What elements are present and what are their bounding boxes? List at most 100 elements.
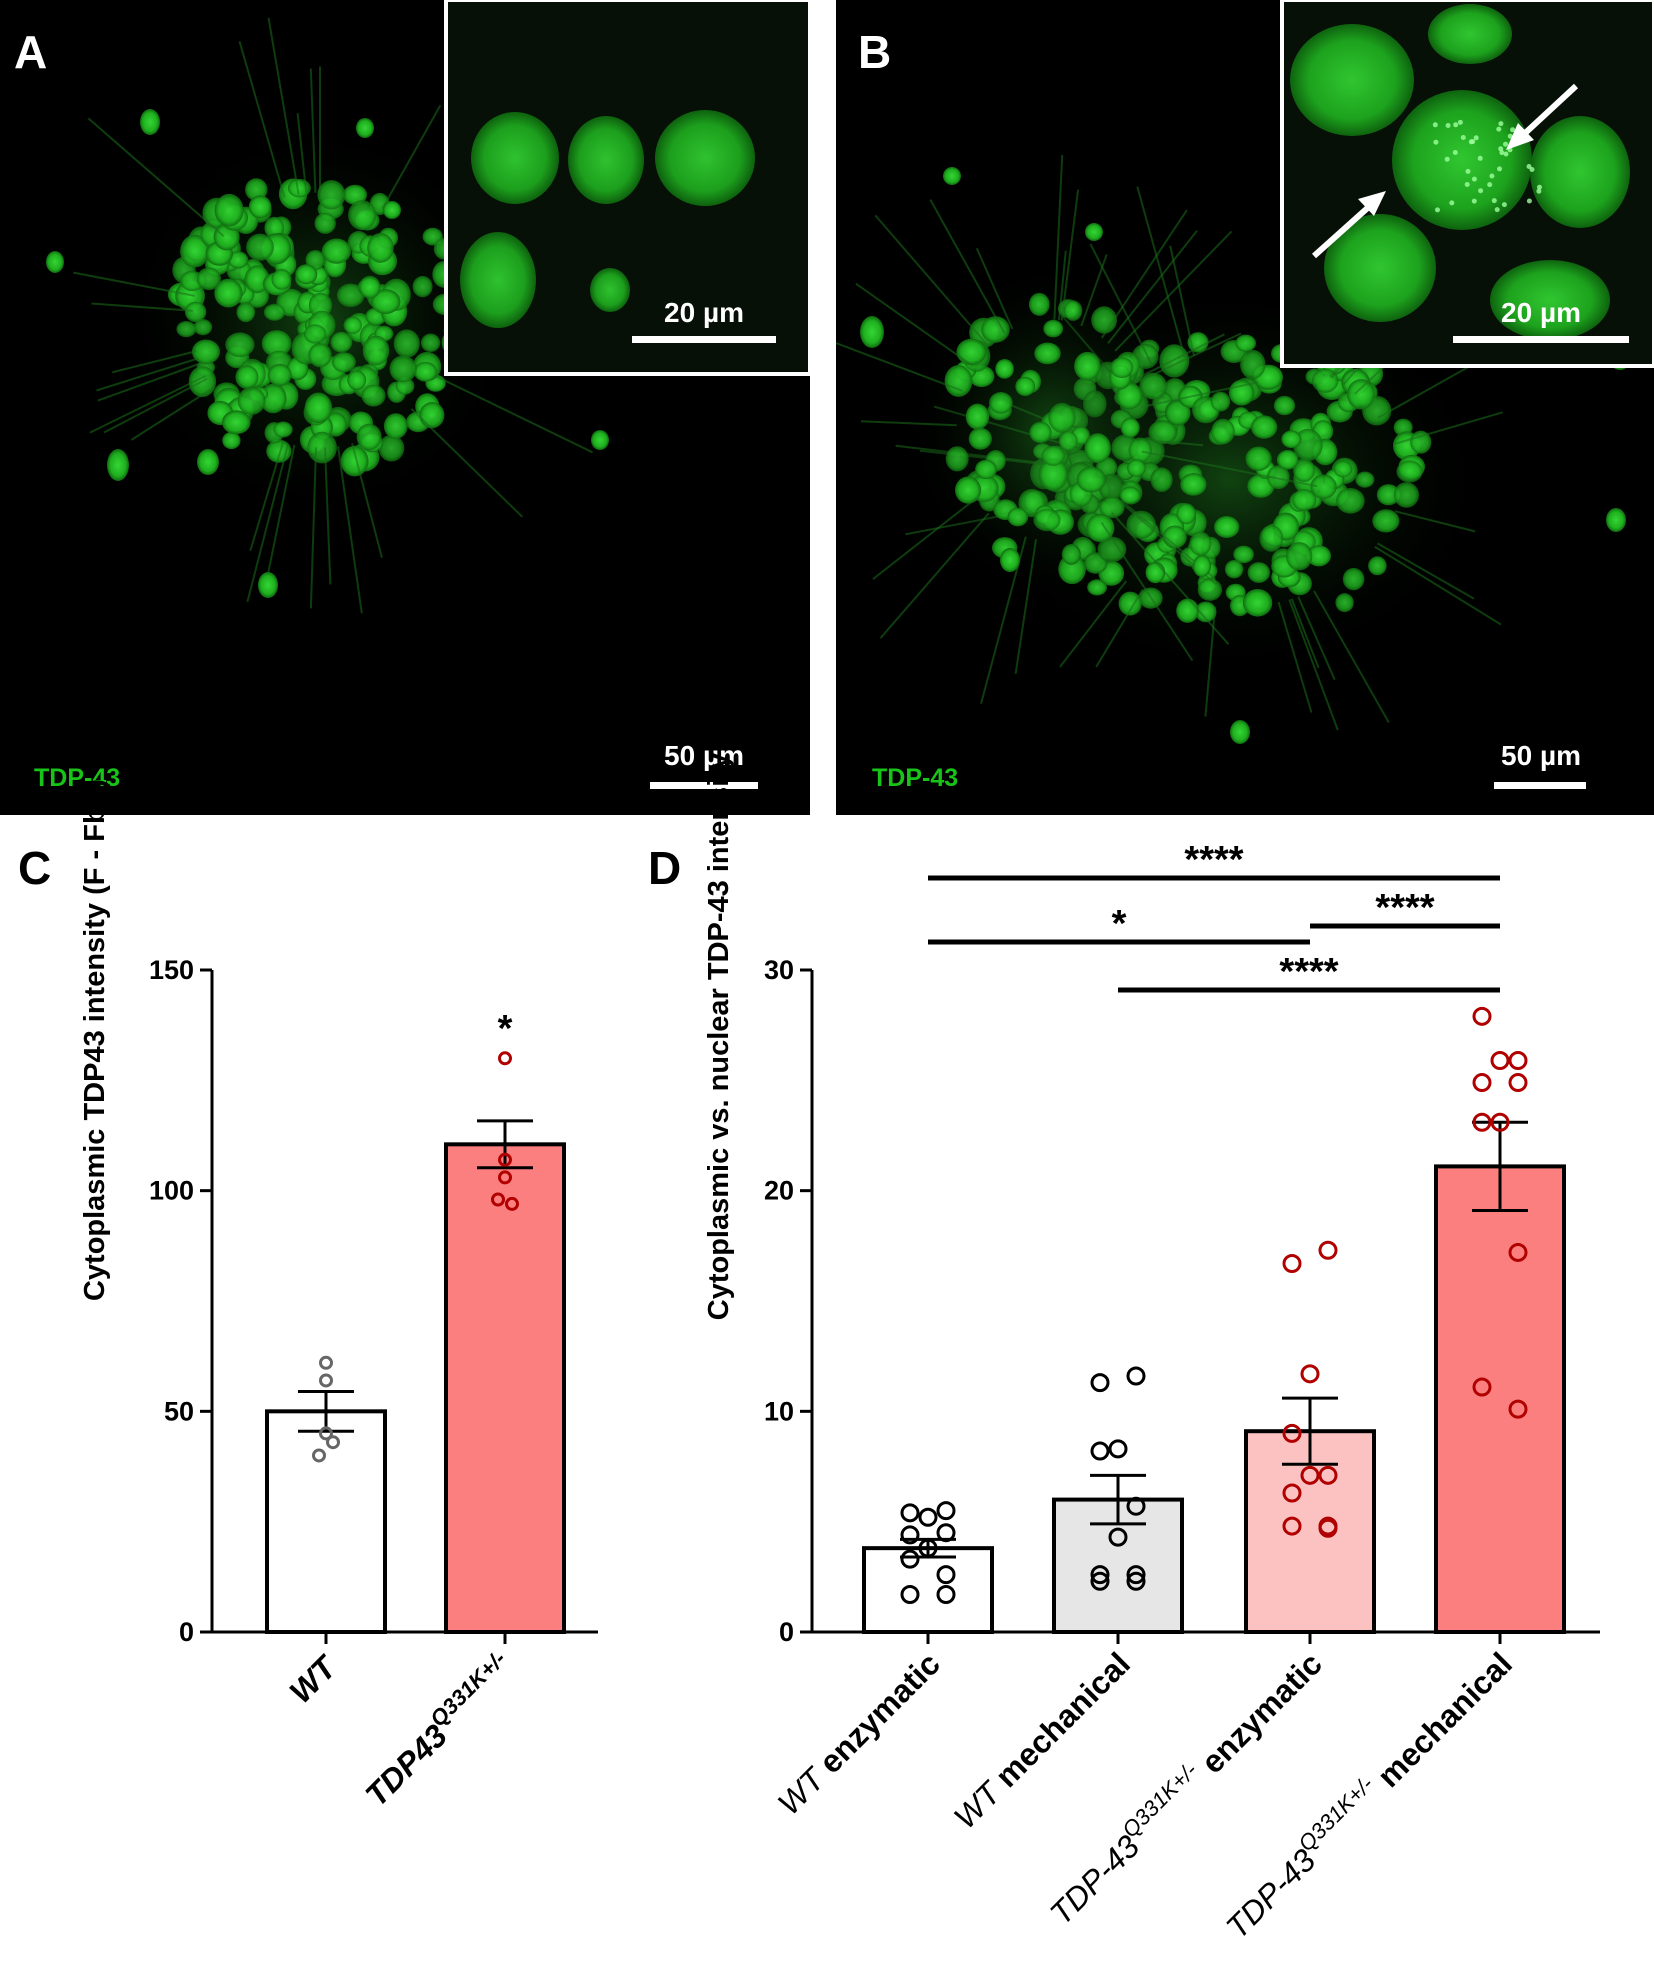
micrograph-a-cell xyxy=(307,431,337,464)
data-point xyxy=(1490,1050,1510,1070)
micrograph-b-cell xyxy=(860,316,884,348)
inset-b-puncta xyxy=(1465,168,1471,174)
micrograph-a-cell xyxy=(228,251,249,269)
micrograph-a-cell xyxy=(332,352,356,373)
micrograph-a-cell xyxy=(295,264,318,285)
inset-b-puncta xyxy=(1449,200,1455,206)
micrograph-b-neurite xyxy=(1058,250,1067,321)
micrograph-a-cell xyxy=(273,421,293,438)
inset-b-puncta xyxy=(1468,139,1474,145)
micrograph-a-neurite xyxy=(96,357,199,392)
micrograph-b-cell xyxy=(1000,548,1020,572)
micrograph-b-cell xyxy=(1235,334,1256,352)
micrograph-b-neurite xyxy=(1377,542,1475,600)
micrograph-a-cell xyxy=(176,321,197,338)
micrograph-a-neurite xyxy=(324,447,332,585)
micrograph-a-neurite xyxy=(112,350,197,374)
inset-b-puncta xyxy=(1526,164,1532,169)
micrograph-b-neurite xyxy=(855,282,975,368)
x-category-label: TDP43Q331K+/- xyxy=(355,1646,522,1813)
inset-a-cell xyxy=(471,112,559,204)
micrograph-b-cell xyxy=(1335,593,1354,613)
inset-b-puncta xyxy=(1503,151,1509,157)
micrograph-a-cell xyxy=(193,319,213,336)
micrograph-b-cell xyxy=(1145,561,1166,584)
micrograph-b-cell xyxy=(1245,446,1272,471)
inset-b-puncta xyxy=(1491,198,1497,204)
micrograph-a-cell xyxy=(236,302,256,323)
data-point xyxy=(1282,1483,1302,1503)
inset-b-puncta xyxy=(1435,207,1440,213)
chart-c: Cytoplasmic TDP43 intensity (F - Fbg) 0 5… xyxy=(79,779,598,1813)
data-point xyxy=(326,1435,340,1450)
inset-b-scale-label: 20 µm xyxy=(1501,297,1581,328)
data-point xyxy=(1472,1377,1492,1397)
data-point xyxy=(1126,1366,1146,1386)
micrograph-b-cell xyxy=(1240,349,1266,380)
micrograph-b-cell xyxy=(1292,489,1317,511)
micrograph-a-neurite xyxy=(238,41,286,198)
data-point xyxy=(498,1170,512,1185)
micrograph-a-neurite xyxy=(381,104,442,210)
inset-b-puncta xyxy=(1457,119,1463,125)
x-category-label: WT xyxy=(282,1648,344,1710)
micrograph-a-cell xyxy=(343,184,367,205)
inset-b-puncta xyxy=(1471,198,1477,204)
data-point xyxy=(319,1426,333,1441)
inset-b-puncta xyxy=(1501,202,1507,208)
micrograph-a-cell xyxy=(287,178,311,198)
micrograph-a-cell xyxy=(248,195,272,219)
micrograph-a-cell xyxy=(336,283,365,308)
micrograph-b-cell xyxy=(975,459,997,480)
data-point xyxy=(1126,1565,1146,1585)
micrograph-a-cell xyxy=(419,402,445,429)
micrograph-b-cell xyxy=(1230,720,1250,744)
micrograph-b-cell xyxy=(1029,421,1052,444)
inset-a-cell xyxy=(590,268,630,312)
micrograph-a-neurite xyxy=(249,441,285,552)
data-point xyxy=(936,1523,956,1543)
micrograph-b-neurite xyxy=(1136,186,1186,358)
micrograph-b-neurite xyxy=(836,341,963,392)
y-tick-label: 20 xyxy=(764,1176,794,1206)
micrograph-b-neurite xyxy=(1134,332,1242,385)
inset-b-puncta xyxy=(1499,150,1505,156)
micrograph-b-cell xyxy=(1085,223,1103,241)
micrograph-b-cell xyxy=(1376,484,1400,506)
micrograph-a-neurite xyxy=(262,444,296,597)
micrograph-b-cell xyxy=(1099,496,1125,518)
micrograph-a: 20 µm 50 µm TDP-43 A xyxy=(0,0,810,815)
micrograph-b-cell xyxy=(1211,418,1235,445)
comparison-label: **** xyxy=(1375,887,1434,929)
micrograph-b-cell xyxy=(1127,459,1146,477)
micrograph-b-neurite xyxy=(1014,539,1037,675)
micrograph-a-cell xyxy=(245,178,268,202)
micrograph-a-cell xyxy=(271,269,292,290)
y-tick-label: 50 xyxy=(164,1396,194,1426)
micrograph-a-neurite xyxy=(267,17,300,195)
micrograph-b-cell xyxy=(1176,503,1196,525)
data-point xyxy=(1090,1571,1110,1591)
micrograph-b-cell xyxy=(1074,351,1101,381)
micrograph-a-cell xyxy=(361,384,386,407)
panel-letter-c: C xyxy=(18,842,51,894)
micrograph-b-cell xyxy=(1189,531,1212,556)
data-point xyxy=(936,1565,956,1585)
micrograph-b-neurite xyxy=(975,247,1014,330)
micrograph-b-cell xyxy=(1197,578,1223,601)
micrograph-b-cell xyxy=(1084,433,1111,463)
micrograph-a-cell xyxy=(267,363,292,387)
significance-marker: * xyxy=(498,1008,513,1050)
micrograph-b: 20 µm 50 µm TDP-43 B xyxy=(836,0,1654,815)
inset-b-cell xyxy=(1392,90,1532,230)
micrograph-a-cell xyxy=(222,410,251,435)
inset-b-cell xyxy=(1490,260,1610,340)
data-point xyxy=(1508,1242,1528,1262)
inset-b-puncta xyxy=(1453,122,1459,128)
inset-b-puncta xyxy=(1498,121,1504,127)
micrograph-b-cell xyxy=(1310,474,1337,499)
micrograph-b-cell xyxy=(1041,445,1065,466)
data-point xyxy=(1282,1516,1302,1536)
micrograph-a-cell xyxy=(347,370,367,391)
